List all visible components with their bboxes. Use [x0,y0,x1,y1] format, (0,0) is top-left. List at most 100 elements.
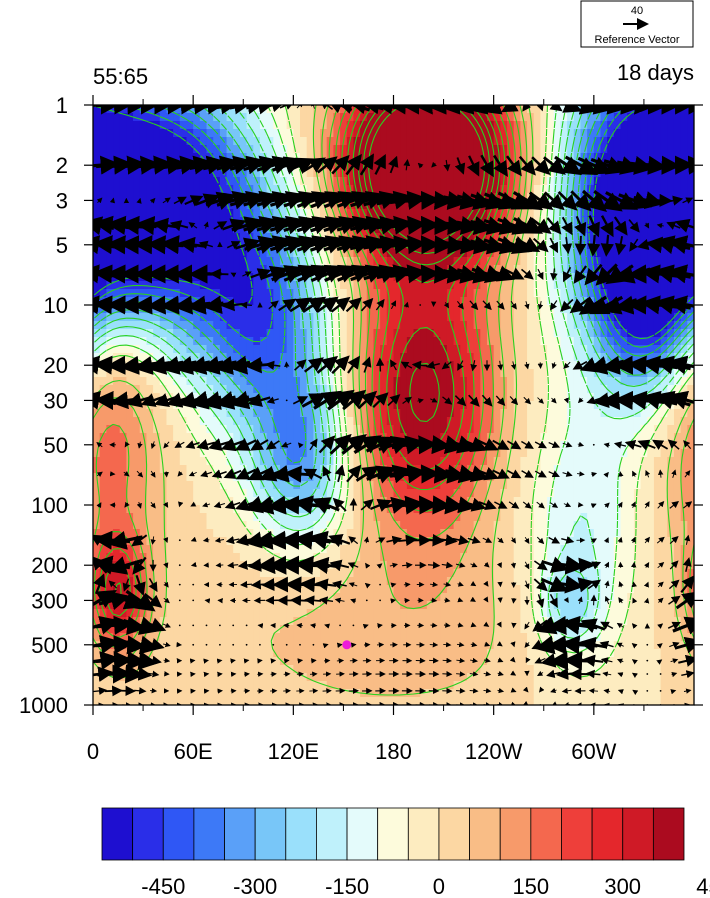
field-cell [153,473,161,482]
field-cell [413,481,421,490]
field-cell [547,473,555,482]
field-cell [453,457,461,466]
field-cell [106,521,114,530]
field-cell [446,353,455,362]
field-cell [600,465,608,474]
field-cell [620,121,628,130]
field-cell [360,529,368,538]
field-cell [126,505,134,514]
field-cell [106,209,114,218]
field-cell [273,433,281,442]
field-cell [333,425,341,434]
field-cell [233,313,241,322]
field-cell [306,481,314,490]
field-cell [520,537,528,546]
field-cell [386,521,395,530]
field-cell [426,481,435,490]
field-cell [486,489,495,498]
field-cell [313,137,321,146]
field-cell [219,481,228,490]
field-cell [687,145,694,154]
field-cell [113,337,121,346]
field-cell [346,417,355,426]
field-cell [393,281,401,290]
field-cell [126,441,134,450]
field-cell [520,289,528,298]
field-cell [346,385,355,394]
field-cell [340,545,348,554]
field-cell [193,129,201,138]
field-cell [393,337,401,346]
field-cell [633,369,642,378]
field-cell [239,417,248,426]
field-cell [146,409,154,418]
field-cell [480,257,488,266]
field-cell [286,321,294,330]
field-cell [453,529,461,538]
field-cell [460,137,468,146]
field-cell [360,481,368,490]
field-cell [413,433,421,442]
field-cell [473,425,481,434]
field-cell [326,417,334,426]
field-cell [633,537,642,546]
field-cell [486,313,495,322]
field-cell [333,521,341,530]
field-cell [173,185,181,194]
field-cell [466,121,475,130]
field-cell [213,385,221,394]
field-cell [99,409,107,418]
field-cell [313,377,321,386]
field-cell [239,313,248,322]
field-cell [253,377,261,386]
field-cell [139,457,148,466]
field-cell [119,465,127,474]
field-cell [547,321,555,330]
field-cell [466,385,475,394]
field-cell [580,329,588,338]
field-cell [480,417,488,426]
field-cell [446,281,455,290]
field-cell [386,321,395,330]
field-cell [246,305,254,314]
field-cell [540,137,548,146]
field-cell [393,121,401,130]
field-cell [139,209,148,218]
field-cell [306,345,314,354]
field-cell [613,113,622,122]
field-cell [113,417,121,426]
field-cell [426,345,435,354]
field-cell [527,297,535,306]
field-cell [186,337,194,346]
field-cell [433,521,441,530]
field-cell [133,489,141,498]
field-cell [420,113,428,122]
field-cell [480,177,488,186]
reference-vector-magnitude: 40 [631,5,643,17]
field-cell [680,137,688,146]
field-cell [153,521,161,530]
field-cell [193,425,201,434]
field-cell [313,105,321,114]
field-cell [627,481,635,490]
field-cell [360,321,368,330]
field-cell [493,321,501,330]
field-cell [393,113,401,122]
field-cell [119,113,127,122]
field-cell [567,177,575,186]
field-cell [653,209,662,218]
field-cell [119,369,127,378]
field-cell [580,289,588,298]
field-cell [199,185,208,194]
field-cell [647,433,655,442]
field-cell [413,425,421,434]
field-cell [360,313,368,322]
field-cell [640,345,648,354]
field-cell [580,129,588,138]
field-cell [647,129,655,138]
field-cell [126,425,134,434]
field-cell [413,457,421,466]
field-cell [607,513,615,522]
field-cell [166,449,174,458]
field-cell [166,145,174,154]
